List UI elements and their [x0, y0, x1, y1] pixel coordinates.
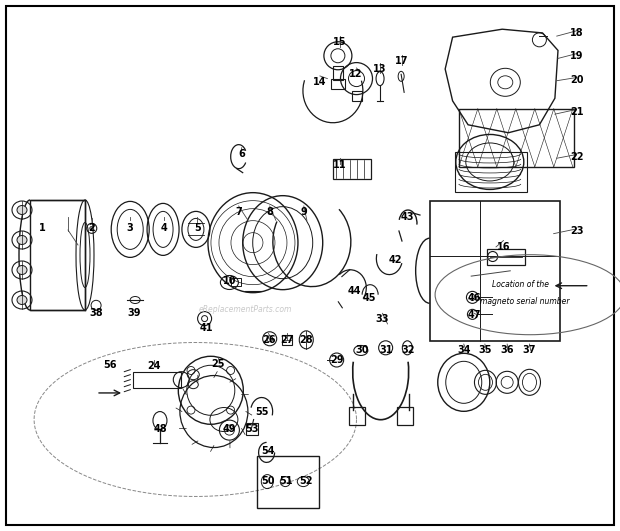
Text: 3: 3	[127, 224, 133, 233]
Bar	[397, 407, 413, 425]
Bar	[231, 278, 241, 287]
Bar	[352, 91, 361, 100]
Bar	[430, 201, 560, 341]
Ellipse shape	[17, 295, 27, 304]
Text: 32: 32	[401, 346, 415, 355]
Bar	[487, 249, 525, 264]
Text: 45: 45	[363, 294, 376, 303]
Text: magneto serial number: magneto serial number	[480, 297, 570, 306]
Text: 38: 38	[89, 309, 103, 318]
Text: 7: 7	[236, 208, 242, 217]
Text: 37: 37	[523, 346, 536, 355]
Bar	[348, 407, 365, 425]
Text: 11: 11	[333, 160, 347, 169]
Text: 4: 4	[161, 224, 167, 233]
Text: 30: 30	[355, 346, 369, 355]
Bar	[282, 335, 292, 345]
Text: 46: 46	[467, 294, 481, 303]
Bar	[333, 66, 343, 80]
Text: 24: 24	[147, 362, 161, 371]
Text: 15: 15	[333, 38, 347, 47]
Bar	[333, 159, 371, 179]
Circle shape	[90, 226, 94, 230]
Text: 6: 6	[239, 149, 245, 159]
Text: 22: 22	[570, 152, 583, 161]
Text: 29: 29	[330, 355, 343, 365]
Text: 1: 1	[39, 224, 45, 233]
Text: 23: 23	[570, 226, 583, 236]
Text: 55: 55	[255, 407, 268, 416]
Text: 41: 41	[200, 323, 213, 333]
Text: 53: 53	[245, 424, 259, 434]
Text: 21: 21	[570, 107, 583, 116]
Text: 43: 43	[401, 212, 414, 221]
Text: eReplacementParts.com: eReplacementParts.com	[198, 305, 291, 313]
Text: 31: 31	[379, 346, 392, 355]
Bar	[459, 109, 574, 167]
Text: 26: 26	[262, 335, 276, 345]
Text: 2: 2	[89, 224, 95, 233]
Text: 34: 34	[457, 346, 471, 355]
Bar	[246, 423, 258, 435]
Text: 36: 36	[500, 346, 514, 355]
Bar	[257, 456, 319, 508]
Text: 25: 25	[211, 359, 225, 369]
Text: 44: 44	[347, 286, 361, 296]
Text: 48: 48	[153, 424, 167, 434]
Text: 28: 28	[299, 335, 313, 345]
Text: 54: 54	[261, 447, 275, 456]
Ellipse shape	[17, 236, 27, 244]
Ellipse shape	[17, 205, 27, 215]
Bar	[331, 79, 345, 89]
Text: 39: 39	[127, 309, 141, 318]
Text: 20: 20	[570, 75, 583, 84]
Text: 52: 52	[299, 476, 313, 486]
Bar	[455, 152, 527, 192]
Text: 13: 13	[373, 64, 387, 74]
Text: 12: 12	[349, 70, 363, 79]
Text: 51: 51	[280, 476, 293, 486]
Text: 50: 50	[261, 476, 275, 486]
Bar	[133, 372, 181, 388]
Text: 19: 19	[570, 51, 583, 61]
Bar	[30, 200, 85, 310]
Text: 27: 27	[280, 335, 294, 345]
Text: 16: 16	[497, 242, 510, 252]
Text: 18: 18	[570, 28, 583, 38]
Text: 47: 47	[467, 311, 481, 320]
Text: 14: 14	[313, 78, 327, 87]
Text: 5: 5	[194, 224, 200, 233]
Text: 8: 8	[266, 208, 273, 217]
Text: 56: 56	[104, 361, 117, 370]
Text: 35: 35	[478, 346, 492, 355]
Ellipse shape	[17, 266, 27, 275]
Text: 9: 9	[301, 208, 307, 217]
Text: 33: 33	[376, 314, 389, 323]
Text: 49: 49	[223, 424, 236, 434]
Text: 42: 42	[389, 255, 402, 265]
Text: 10: 10	[223, 277, 236, 286]
Text: Location of the: Location of the	[492, 280, 549, 289]
Text: 17: 17	[395, 56, 409, 66]
